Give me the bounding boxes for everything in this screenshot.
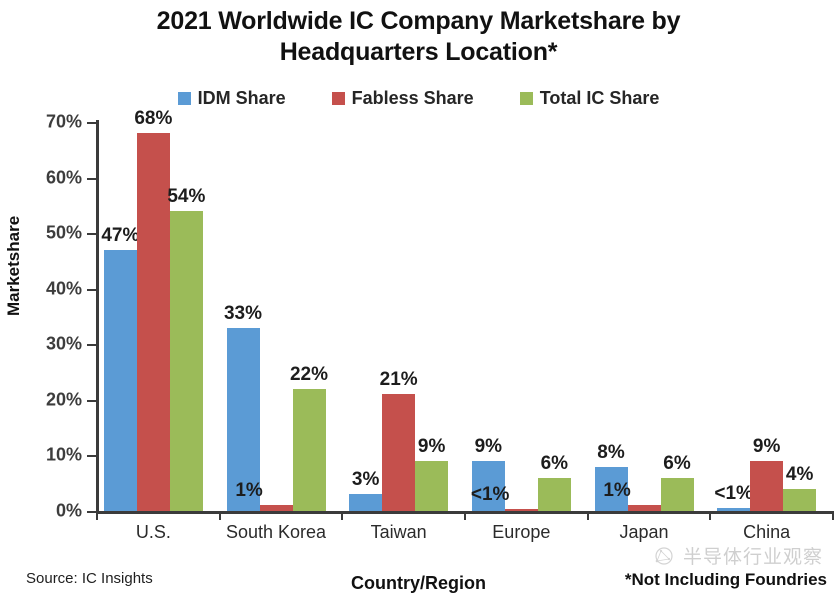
bar-value-label: 6% <box>540 452 569 474</box>
bar-china-total-ic-share[interactable]: 4% <box>783 464 817 511</box>
bar-value-label: 4% <box>785 463 814 485</box>
bar-value-label: 9% <box>417 436 446 457</box>
legend-item-total-ic-share[interactable]: Total IC Share <box>519 88 660 109</box>
bar-us-total-ic-share[interactable]: 54% <box>167 186 205 511</box>
watermark-logo-icon <box>655 546 673 565</box>
y-axis-tick <box>87 455 96 458</box>
x-axis-tick <box>96 511 98 520</box>
bar-value-label: 9% <box>474 436 503 457</box>
x-axis-tick <box>586 511 589 520</box>
bar-value-label: 9% <box>752 436 781 457</box>
x-axis-category-label: Japan <box>619 522 669 542</box>
y-axis-tick-label: 70% <box>45 111 82 132</box>
y-axis-tick-label: 0% <box>55 500 82 521</box>
chart-legend: IDM Share Fabless Share Total IC Share <box>0 88 837 109</box>
y-axis-tick-label: 30% <box>45 333 82 354</box>
plot-area: 0% 10% 20% 30% 40% 50% 60% 70% 47% 68% 54% 33% 1% 22%… <box>46 108 832 521</box>
y-axis-tick-label: 10% <box>45 444 82 465</box>
bar-value-label: <1% <box>714 483 753 505</box>
y-axis-tick <box>87 122 96 124</box>
bar-japan-fabless-share[interactable]: 1% <box>603 480 661 511</box>
bar-value-label: 3% <box>351 469 380 491</box>
bar-value-label: <1% <box>470 484 510 506</box>
bar-china-fabless-share[interactable]: 9% <box>750 436 784 511</box>
x-axis-category-label: Taiwan <box>370 522 427 542</box>
source-note: Source: IC Insights <box>26 570 153 587</box>
chart-title: 2021 Worldwide IC Company Marketshare by… <box>0 6 837 68</box>
legend-label: Total IC Share <box>539 88 660 108</box>
bar-china-idm-share[interactable]: <1% <box>714 483 753 511</box>
bar-value-label: 1% <box>603 480 631 502</box>
y-axis-tick <box>87 233 96 236</box>
bar-taiwan-idm-share[interactable]: 3% <box>349 469 383 511</box>
bar-value-label: 33% <box>223 302 263 324</box>
bar-value-label: 21% <box>379 369 418 391</box>
x-axis-tick <box>341 511 344 520</box>
y-axis-tick-label: 50% <box>45 222 82 243</box>
y-axis-tick <box>87 344 96 347</box>
y-axis-line <box>96 120 99 513</box>
bar-europe-fabless-share[interactable]: <1% <box>471 484 538 511</box>
y-axis-tick <box>87 511 96 513</box>
legend-item-fabless-share[interactable]: Fabless Share <box>331 88 474 109</box>
bar-taiwan-fabless-share[interactable]: 21% <box>380 369 418 511</box>
bar-europe-total-ic-share[interactable]: 6% <box>537 453 571 511</box>
x-axis-category-label: South Korea <box>225 522 327 542</box>
legend-label: IDM Share <box>197 88 286 108</box>
legend-label: Fabless Share <box>351 88 474 108</box>
bar-europe-idm-share[interactable]: 9% <box>471 436 505 511</box>
x-axis-category-label: U.S. <box>135 522 171 542</box>
chart-title-line-2: Headquarters Location* <box>279 38 558 66</box>
bar-value-label: 54% <box>167 185 206 207</box>
bar-us-idm-share[interactable]: 47% <box>101 225 139 511</box>
x-axis-title: Country/Region <box>351 573 486 593</box>
bar-value-label: 22% <box>289 363 329 385</box>
x-axis-tick <box>218 511 221 520</box>
bar-southkorea-total-ic-share[interactable]: 22% <box>290 364 328 511</box>
y-axis-tick-label: 60% <box>45 167 82 188</box>
legend-swatch-icon <box>177 92 191 105</box>
bar-value-label: 68% <box>134 108 173 130</box>
y-axis-tick-label: 20% <box>45 389 82 410</box>
bar-taiwan-total-ic-share[interactable]: 9% <box>415 436 449 511</box>
watermark: 半导体行业观察 <box>651 542 823 569</box>
x-axis-category-label: Europe <box>492 522 551 542</box>
y-axis-tick <box>87 177 96 180</box>
y-axis-tick-label: 40% <box>45 278 82 299</box>
footnote: *Not Including Foundries <box>624 570 827 589</box>
x-axis-category-label: China <box>743 522 791 542</box>
y-axis-tick <box>87 399 96 402</box>
bar-value-label: 8% <box>597 441 625 463</box>
chart-title-line-1: 2021 Worldwide IC Company Marketshare by <box>156 7 681 35</box>
bar-japan-idm-share[interactable]: 8% <box>594 442 628 511</box>
bar-japan-total-ic-share[interactable]: 6% <box>660 453 694 511</box>
bar-value-label: 1% <box>235 480 263 502</box>
bar-southkorea-idm-share[interactable]: 33% <box>224 303 262 511</box>
x-axis-tick <box>832 511 834 520</box>
legend-swatch-icon <box>519 92 533 105</box>
bar-southkorea-fabless-share[interactable]: 1% <box>235 480 293 511</box>
y-axis-tick <box>87 288 96 291</box>
legend-swatch-icon <box>331 92 345 105</box>
bar-value-label: 6% <box>663 452 691 474</box>
x-axis-tick <box>709 511 712 520</box>
y-axis-title: Marketshare <box>4 215 23 316</box>
bar-value-label: 47% <box>101 224 140 246</box>
legend-item-idm-share[interactable]: IDM Share <box>177 88 286 109</box>
x-axis-tick <box>464 511 466 520</box>
watermark-text: 半导体行业观察 <box>682 547 823 568</box>
bar-us-fabless-share[interactable]: 68% <box>134 108 172 511</box>
